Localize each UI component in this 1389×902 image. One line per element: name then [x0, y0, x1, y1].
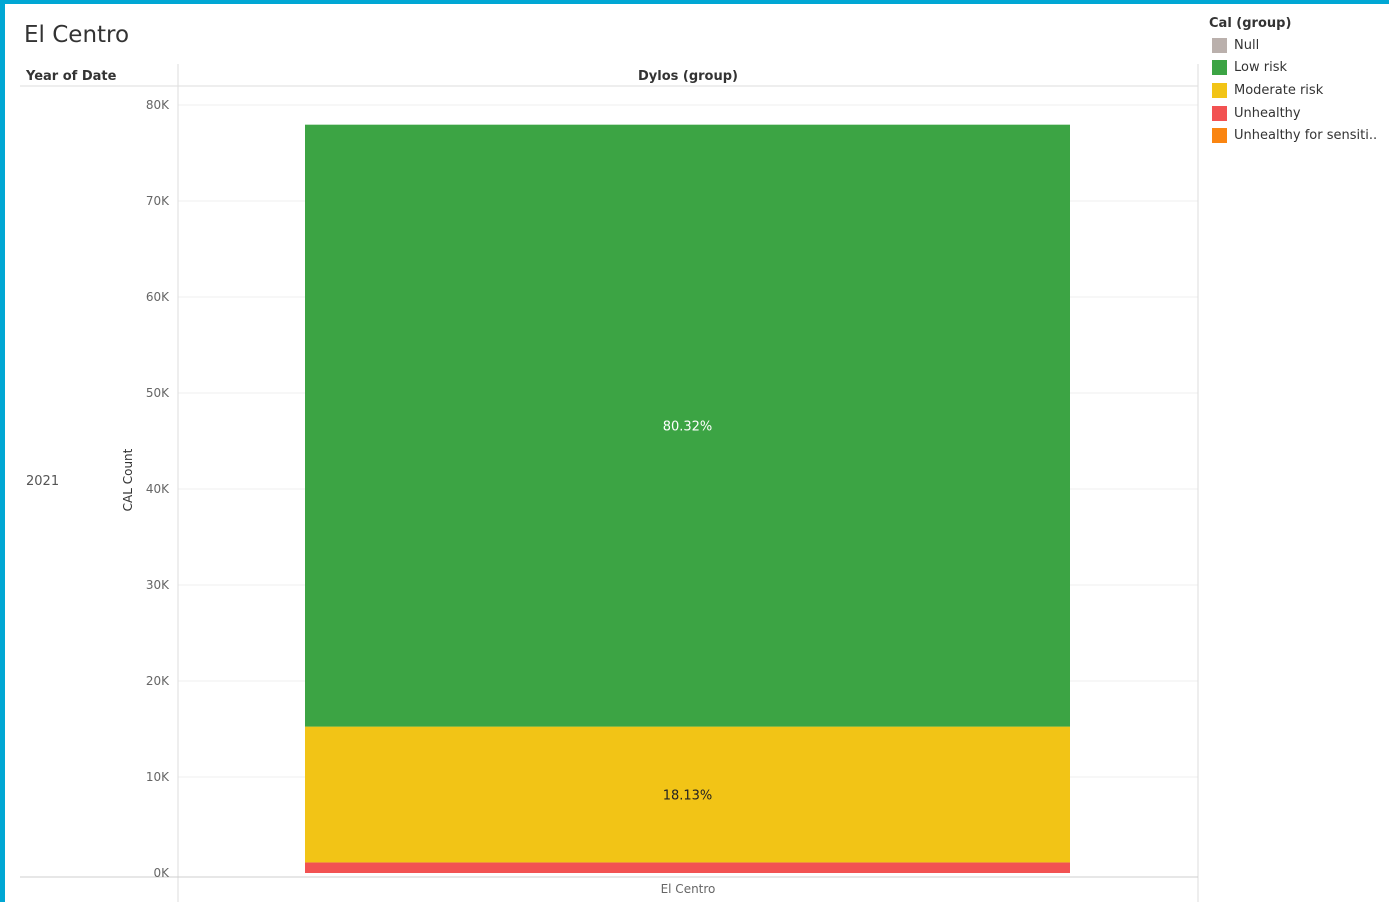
- y-tick-label: 20K: [146, 674, 170, 688]
- legend-label-low-risk: Low risk: [1234, 60, 1287, 76]
- legend-item-unhealthy[interactable]: Unhealthy: [1209, 102, 1387, 125]
- column-header: Dylos (group): [637, 69, 738, 84]
- legend-item-null[interactable]: Null: [1209, 34, 1387, 57]
- x-tick-label: El Centro: [660, 882, 716, 896]
- y-tick-label: 60K: [146, 290, 170, 304]
- bar-segment-low-risk[interactable]: [305, 124, 1070, 727]
- chart-frame: [20, 64, 1199, 902]
- legend-label-unhealthy-sensitive: Unhealthy for sensiti..: [1234, 128, 1378, 144]
- row-label-year: 2021: [26, 474, 60, 489]
- legend-label-unhealthy: Unhealthy: [1234, 105, 1301, 121]
- y-tick-label: 10K: [146, 770, 170, 784]
- bar-segment-moderate-risk[interactable]: [305, 726, 1070, 863]
- y-tick-label: 30K: [146, 578, 170, 592]
- data-label-low-risk: 80.32%: [663, 420, 713, 435]
- legend-title: Cal (group): [1209, 16, 1292, 31]
- y-tick-label: 70K: [146, 194, 170, 208]
- frame-left-border: [0, 0, 5, 902]
- y-tick-label: 0K: [153, 866, 170, 880]
- legend: Cal (group) Null Low risk Moderate risk …: [1209, 16, 1387, 147]
- y-tick-labels: 0K 10K 20K 30K 40K 50K 60K 70K 80K: [146, 98, 170, 880]
- y-tick-label: 50K: [146, 386, 170, 400]
- legend-swatch-low-risk: [1212, 60, 1227, 76]
- bar-labels: 18.13% 80.32%: [663, 420, 713, 804]
- legend-item-moderate-risk[interactable]: Moderate risk: [1209, 79, 1387, 102]
- legend-item-unhealthy-sensitive[interactable]: Unhealthy for sensiti..: [1209, 124, 1387, 147]
- legend-label-null: Null: [1234, 37, 1260, 53]
- frame-top-border: [0, 0, 1389, 4]
- page-title: El Centro: [24, 22, 130, 48]
- legend-item-low-risk[interactable]: Low risk: [1209, 57, 1387, 80]
- legend-swatch-null: [1212, 37, 1227, 53]
- y-tick-label: 80K: [146, 98, 170, 112]
- bar-segment-unhealthy[interactable]: [305, 862, 1070, 873]
- legend-swatch-moderate-risk: [1212, 82, 1227, 98]
- y-tick-label: 40K: [146, 482, 170, 496]
- bar-segments[interactable]: [305, 124, 1070, 873]
- legend-swatch-unhealthy-sensitive: [1212, 128, 1227, 144]
- row-header: Year of Date: [26, 69, 117, 84]
- legend-label-moderate-risk: Moderate risk: [1234, 82, 1324, 98]
- data-label-moderate-risk: 18.13%: [663, 789, 713, 804]
- legend-swatch-unhealthy: [1212, 105, 1227, 121]
